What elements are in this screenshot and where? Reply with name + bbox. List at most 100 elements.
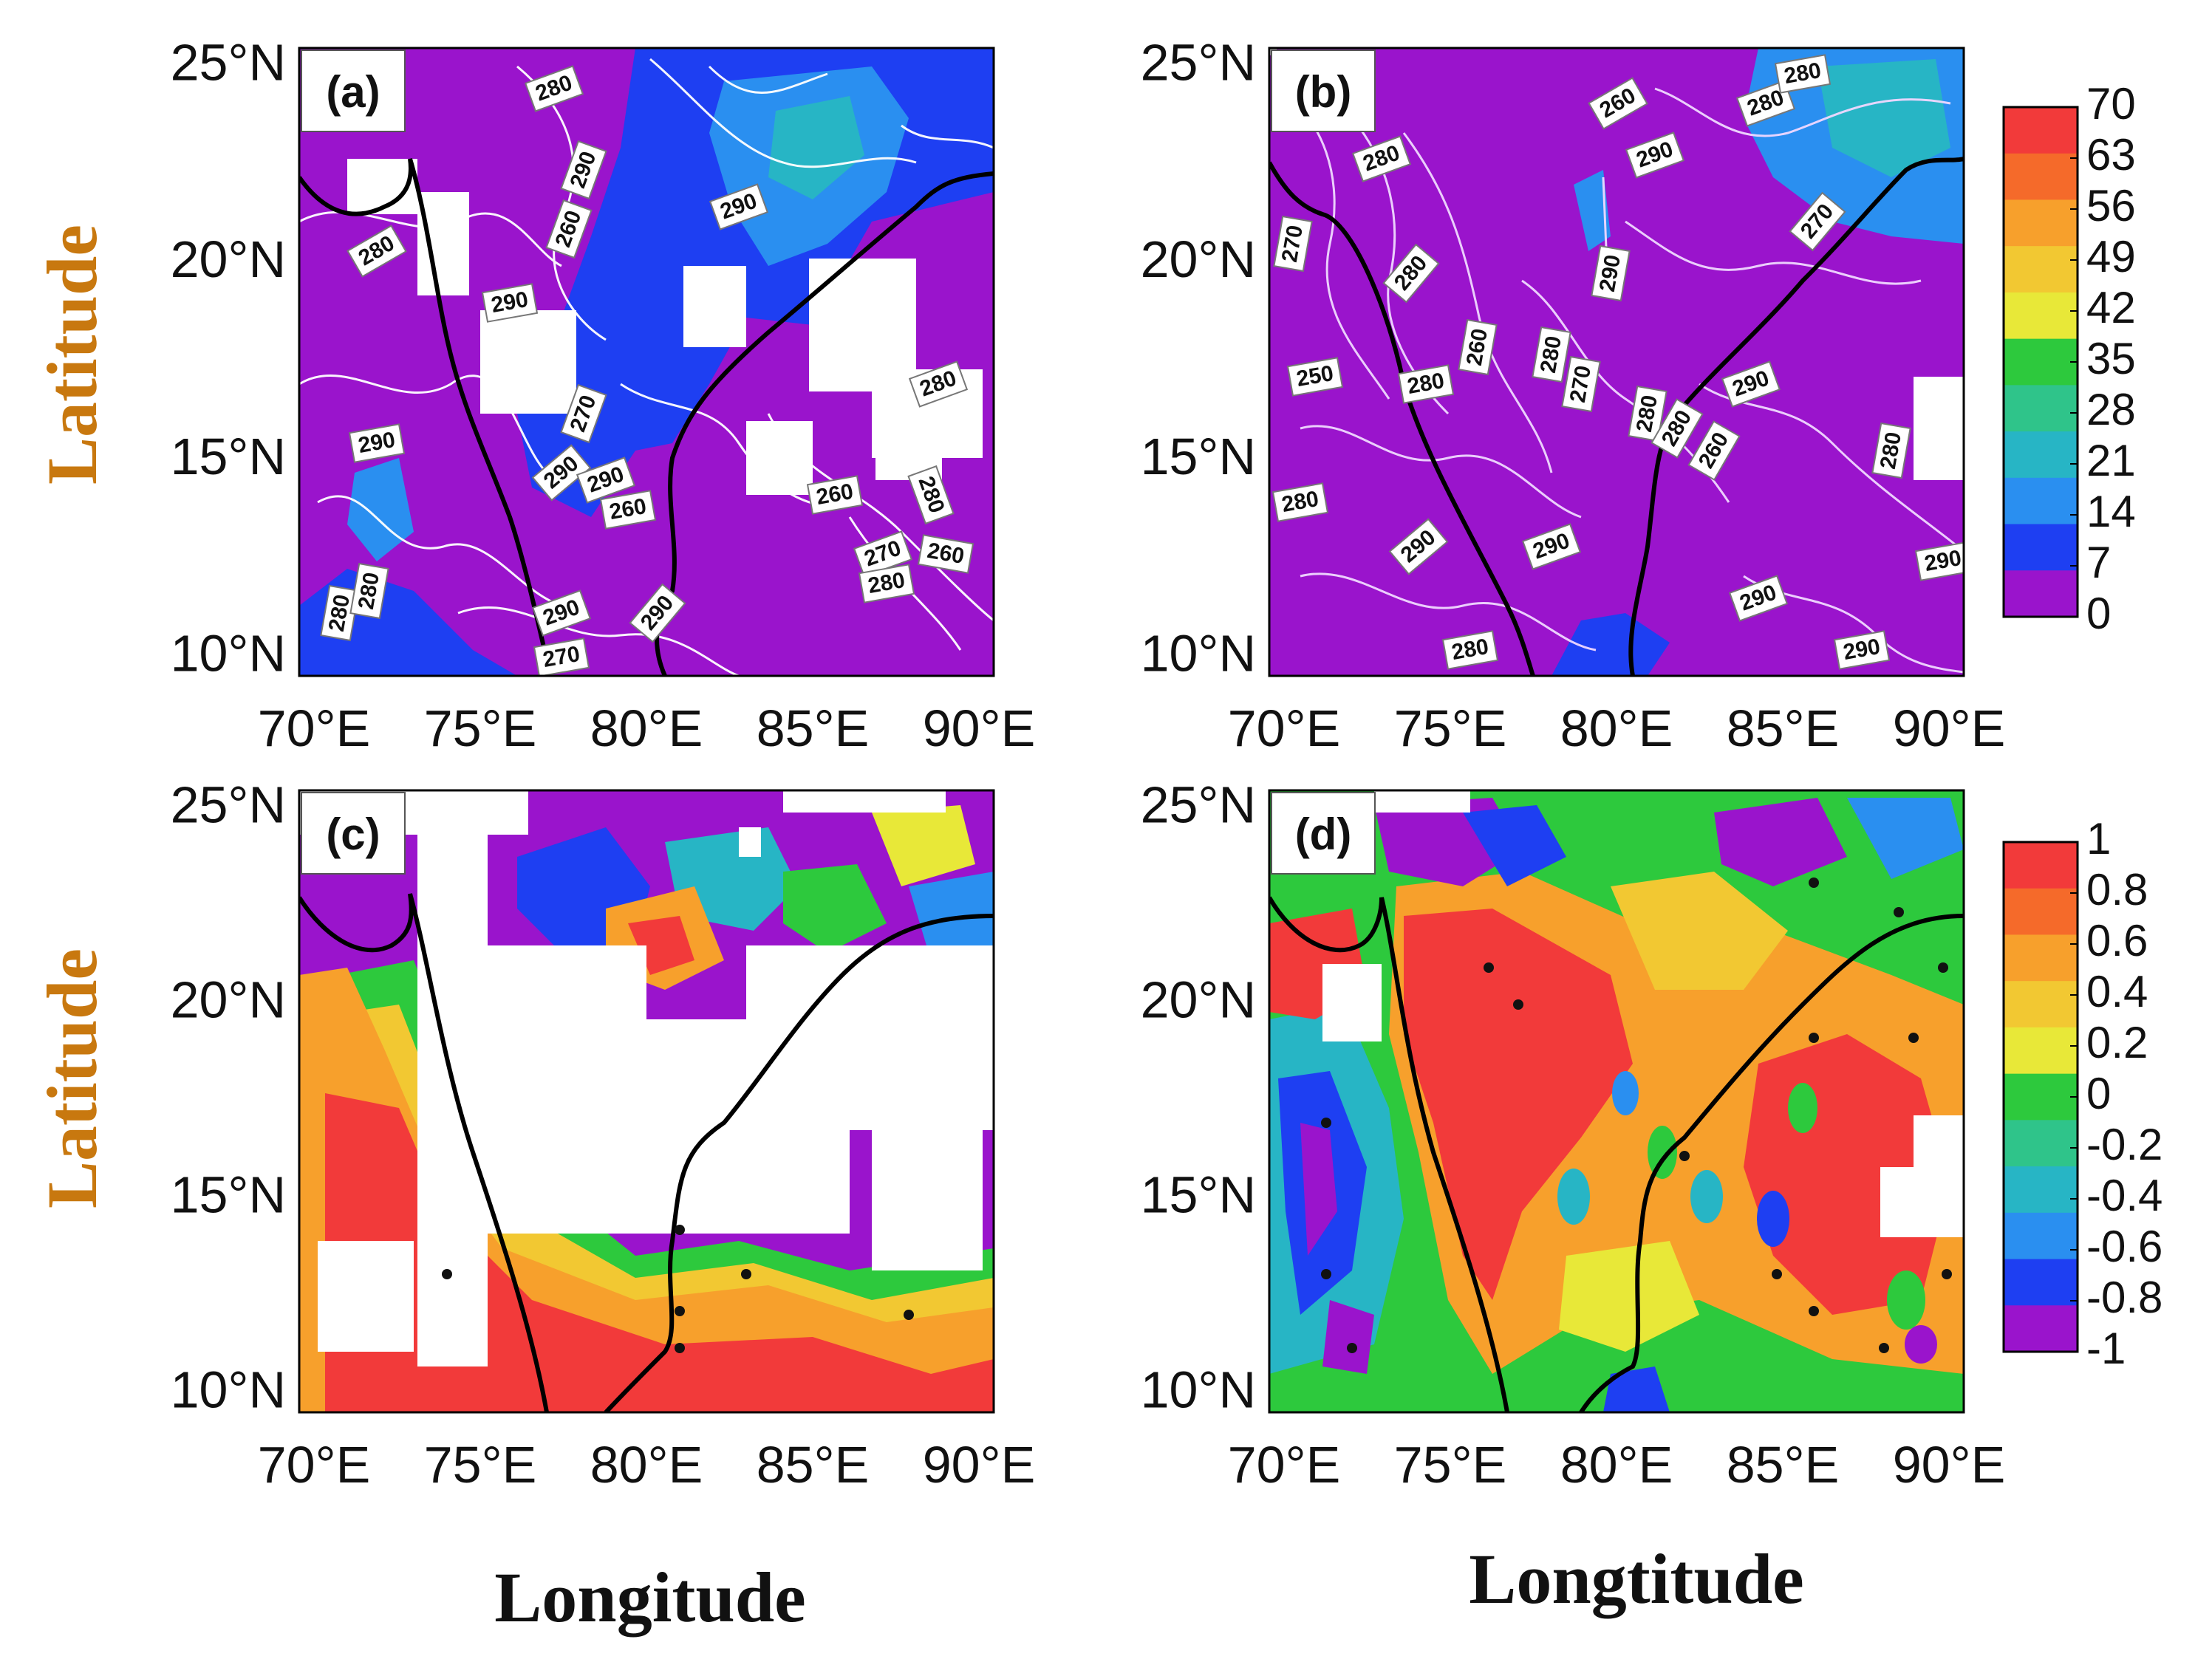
contour-label: 250 — [1286, 357, 1344, 397]
panel-d-coastline — [1269, 896, 1964, 1412]
y-axis-title-bottom: Latitude — [33, 948, 112, 1208]
panel-d-significance-dots — [1321, 878, 1952, 1353]
colorbar-segment — [2004, 934, 2078, 982]
panel-b-blue-south — [1552, 613, 1670, 676]
colorbar-tick-label: 1 — [2086, 814, 2111, 863]
panel-d-tag: (d) — [1295, 810, 1352, 859]
colorbar-tick-label: 7 — [2086, 538, 2111, 587]
panel-a-tag: (a) — [326, 67, 380, 117]
colorbar-segment — [2004, 385, 2078, 432]
contour-label: 280 — [907, 465, 955, 525]
lon-tick-label: 80°E — [590, 1436, 703, 1494]
panel-d-tag-box — [1271, 792, 1376, 875]
colorbar-segment — [2004, 477, 2078, 525]
panel-c-green-patch — [783, 864, 887, 953]
colorbar-segment — [2004, 199, 2078, 247]
colorbar-segment — [2004, 570, 2078, 618]
colorbar-segment — [2004, 1305, 2078, 1352]
colorbar-segment — [2004, 292, 2078, 340]
lon-tick-label: 70°E — [1228, 699, 1341, 757]
contour-label: 260 — [1458, 318, 1498, 376]
lon-tick-label: 85°E — [1727, 1436, 1840, 1494]
colorbar-tick-label: 0.4 — [2086, 967, 2148, 1016]
lat-tick-label: 25°N — [171, 33, 286, 91]
panel-d-blue-south — [1603, 1366, 1670, 1412]
lon-tick-label: 75°E — [424, 699, 537, 757]
contour-label: 280 — [1628, 385, 1667, 442]
contour-label: 270 — [533, 637, 590, 676]
contour-label: 270 — [1561, 355, 1601, 413]
panel-c-frame — [298, 789, 995, 1414]
colorbar-tick-label: 0.2 — [2086, 1018, 2148, 1067]
lon-tick-label: 70°E — [1228, 1436, 1341, 1494]
colorbar-segment — [2004, 1259, 2078, 1306]
lat-tick-label: 10°N — [171, 1361, 286, 1418]
contour-label: 290 — [1625, 131, 1685, 179]
lat-tick-label: 20°N — [1141, 230, 1256, 288]
panel-c-red-west — [299, 968, 384, 1093]
contour-label: 260 — [806, 475, 864, 515]
panel-b-missing-data — [1269, 48, 1964, 480]
contour-label: 290 — [348, 423, 406, 463]
colorbar-tick-label: 63 — [2086, 130, 2136, 179]
lon-tick-label: 80°E — [1560, 699, 1673, 757]
colorbar-segment — [2004, 888, 2078, 935]
colorbar-segment — [2004, 246, 2078, 293]
colorbar-tick-label: 14 — [2086, 487, 2136, 536]
panel-d-frame — [1268, 789, 1965, 1414]
colorbar-segment — [2004, 1073, 2078, 1121]
panel-d-purple-sw — [1322, 1300, 1374, 1374]
lon-tick-label: 85°E — [1727, 699, 1840, 757]
colorbar-tick-label: 21 — [2086, 436, 2136, 485]
panel-c-blue-patch-2 — [909, 872, 994, 960]
lat-tick-label: 15°N — [1141, 1166, 1256, 1223]
colorbar-tick-label: -0.8 — [2086, 1273, 2162, 1322]
lat-tick-label: 10°N — [1141, 624, 1256, 682]
colorbar-tick-label: 0 — [2086, 589, 2111, 638]
contour-label: 290 — [1833, 630, 1891, 670]
lat-tick-label: 15°N — [171, 1166, 286, 1223]
lon-tick-label: 80°E — [590, 699, 703, 757]
panel-a-cyan-region-2 — [768, 96, 864, 199]
y-axis-title-top: Latitude — [33, 225, 112, 485]
colorbar-segment — [2004, 1166, 2078, 1214]
colorbar-segment — [2004, 1120, 2078, 1167]
colorbar-tick-label: -0.4 — [2086, 1171, 2162, 1220]
contour-label: 260 — [917, 534, 974, 574]
lat-tick-label: 20°N — [171, 971, 286, 1028]
colorbar-tick-label: 70 — [2086, 79, 2136, 129]
panel-d-purple-ne — [1714, 798, 1847, 886]
contour-label: 290 — [709, 183, 769, 230]
lon-tick-label: 75°E — [1394, 699, 1507, 757]
lon-tick-label: 70°E — [258, 1436, 371, 1494]
lat-tick-label: 20°N — [171, 230, 286, 288]
contour-label: 280 — [524, 65, 584, 112]
colorbar-segment — [2004, 107, 2078, 154]
lat-tick-label: 25°N — [171, 776, 286, 833]
panel-c-coastline — [299, 893, 994, 1412]
panel-c-missing-data — [299, 790, 994, 1366]
lon-tick-label: 90°E — [1893, 1436, 2006, 1494]
panel-d-purple-west — [1300, 1123, 1337, 1256]
lat-tick-label: 10°N — [1141, 1361, 1256, 1418]
panel-b-tag: (b) — [1295, 67, 1352, 117]
panel-c-significance-dots — [442, 1225, 914, 1353]
colorbar-segment — [2004, 338, 2078, 386]
colorbar-segment — [2004, 431, 2078, 479]
lon-tick-label: 80°E — [1560, 1436, 1673, 1494]
colorbar-segment — [2004, 524, 2078, 571]
lon-tick-label: 70°E — [258, 699, 371, 757]
panel-c-tag-box — [301, 792, 406, 875]
panel-d-red-main — [1404, 909, 1633, 1300]
lat-tick-label: 25°N — [1141, 776, 1256, 833]
colorbar-tick-label: 56 — [2086, 181, 2136, 230]
lon-tick-label: 90°E — [1893, 699, 2006, 757]
colorbar-segment — [2004, 1027, 2078, 1075]
colorbar-segment — [2004, 153, 2078, 200]
contour-label: 280 — [1271, 482, 1329, 522]
colorbar-tick-label: -0.2 — [2086, 1120, 2162, 1169]
